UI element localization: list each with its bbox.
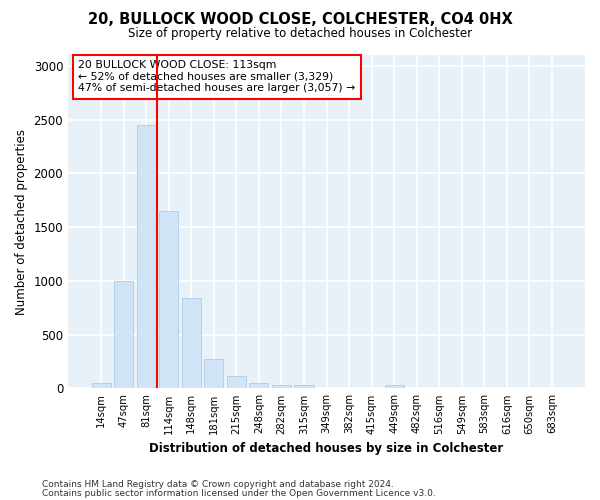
Bar	[204, 359, 223, 388]
Text: Contains HM Land Registry data © Crown copyright and database right 2024.: Contains HM Land Registry data © Crown c…	[42, 480, 394, 489]
Bar	[250, 382, 268, 388]
Bar	[272, 384, 291, 388]
Bar	[92, 382, 110, 388]
Bar	[385, 385, 404, 388]
Bar	[295, 385, 314, 388]
X-axis label: Distribution of detached houses by size in Colchester: Distribution of detached houses by size …	[149, 442, 503, 455]
Bar	[114, 281, 133, 388]
Bar	[159, 211, 178, 388]
Text: 20, BULLOCK WOOD CLOSE, COLCHESTER, CO4 0HX: 20, BULLOCK WOOD CLOSE, COLCHESTER, CO4 …	[88, 12, 512, 28]
Y-axis label: Number of detached properties: Number of detached properties	[15, 128, 28, 314]
Bar	[182, 298, 201, 388]
Bar	[137, 125, 156, 388]
Text: 20 BULLOCK WOOD CLOSE: 113sqm
← 52% of detached houses are smaller (3,329)
47% o: 20 BULLOCK WOOD CLOSE: 113sqm ← 52% of d…	[79, 60, 356, 93]
Bar	[227, 376, 246, 388]
Text: Contains public sector information licensed under the Open Government Licence v3: Contains public sector information licen…	[42, 488, 436, 498]
Text: Size of property relative to detached houses in Colchester: Size of property relative to detached ho…	[128, 28, 472, 40]
